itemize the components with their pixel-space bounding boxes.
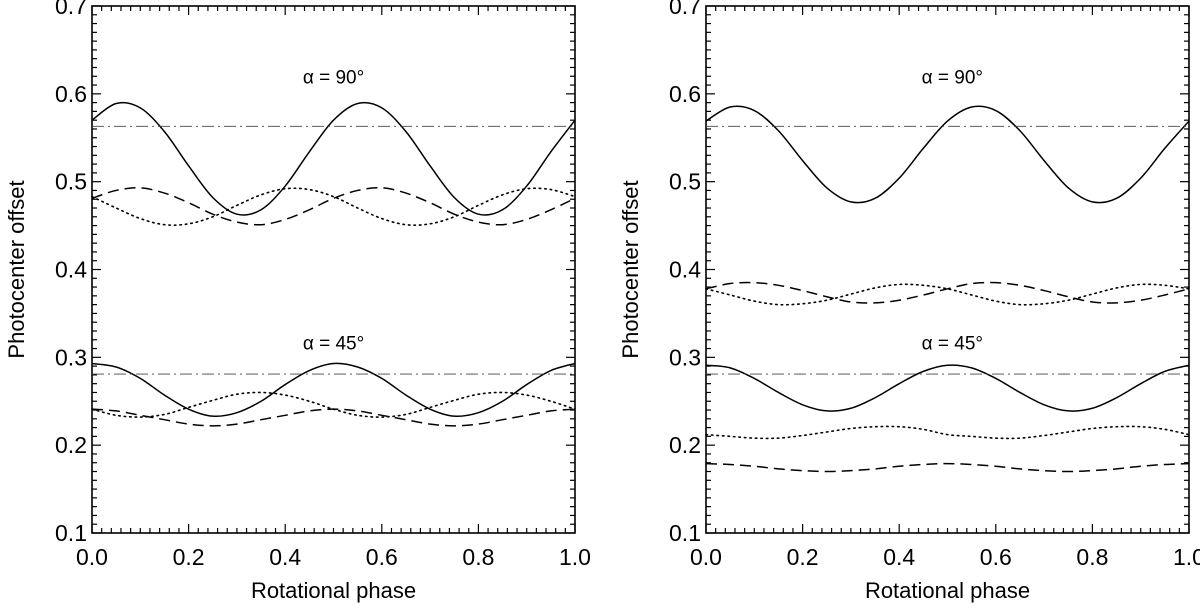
series-dashed-line (91, 186, 576, 226)
y-tick-label: 0.2 (55, 432, 87, 458)
annotation-label: α = 45° (922, 333, 983, 354)
x-tick-label: 0.6 (980, 544, 1012, 570)
y-tick-label: 0.2 (669, 432, 701, 458)
y-tick-label: 0.6 (669, 81, 701, 107)
x-tick-label: 0.8 (462, 544, 494, 570)
series-solid-line (705, 105, 1190, 204)
x-tick-label: 0.0 (690, 544, 722, 570)
series-solid-line (705, 364, 1190, 412)
annotation-label: α = 45° (303, 333, 364, 354)
series-dotted-line (705, 425, 1190, 440)
series-solid-line (91, 362, 576, 418)
y-axis-label: Photocenter offset (4, 180, 29, 358)
y-tick-label: 0.5 (669, 169, 701, 195)
y-tick-label: 0.6 (55, 81, 87, 107)
right-panel: 0.0 0.2 0.4 0.6 0.8 1.0 0.1 0.2 0.3 0.4 0.5 0.6 0.7 R… (618, 0, 1200, 603)
series-dotted-line (705, 283, 1190, 306)
series-dashed-line (705, 462, 1190, 473)
x-tick-label: 0.4 (883, 544, 915, 570)
y-tick-label: 0.7 (55, 0, 87, 19)
x-tick-label: 0.0 (76, 544, 108, 570)
x-axis-label: Rotational phase (251, 578, 416, 603)
series-dashed-line (705, 281, 1190, 304)
y-tick-label: 0.5 (55, 169, 87, 195)
annotation-label: α = 90° (303, 67, 364, 88)
y-tick-label: 0.4 (669, 257, 701, 283)
y-tick-label: 0.3 (55, 344, 87, 370)
y-tick-label: 0.1 (55, 520, 87, 546)
y-tick-label: 0.3 (669, 344, 701, 370)
y-tick-label: 0.1 (669, 520, 701, 546)
y-axis-label: Photocenter offset (618, 180, 643, 358)
x-tick-label: 0.6 (366, 544, 398, 570)
x-tick-label: 0.8 (1076, 544, 1108, 570)
x-tick-label: 0.2 (173, 544, 205, 570)
y-tick-label: 0.7 (669, 0, 701, 19)
x-tick-label: 1.0 (559, 544, 591, 570)
left-panel: 0.0 0.2 0.4 0.6 0.8 1.0 0.1 0.2 0.3 0.4 0.5 0.6 0.7 R… (4, 0, 591, 603)
series-dotted-line (91, 391, 576, 418)
x-tick-label: 0.4 (269, 544, 301, 570)
series-dotted-line (91, 187, 576, 226)
series-solid-line (91, 101, 576, 216)
annotation-label: α = 90° (922, 67, 983, 88)
x-tick-label: 0.2 (787, 544, 819, 570)
x-axis-label: Rotational phase (865, 578, 1030, 603)
y-tick-label: 0.4 (55, 257, 87, 283)
series-dashed-line (91, 408, 576, 427)
x-tick-label: 1.0 (1173, 544, 1200, 570)
